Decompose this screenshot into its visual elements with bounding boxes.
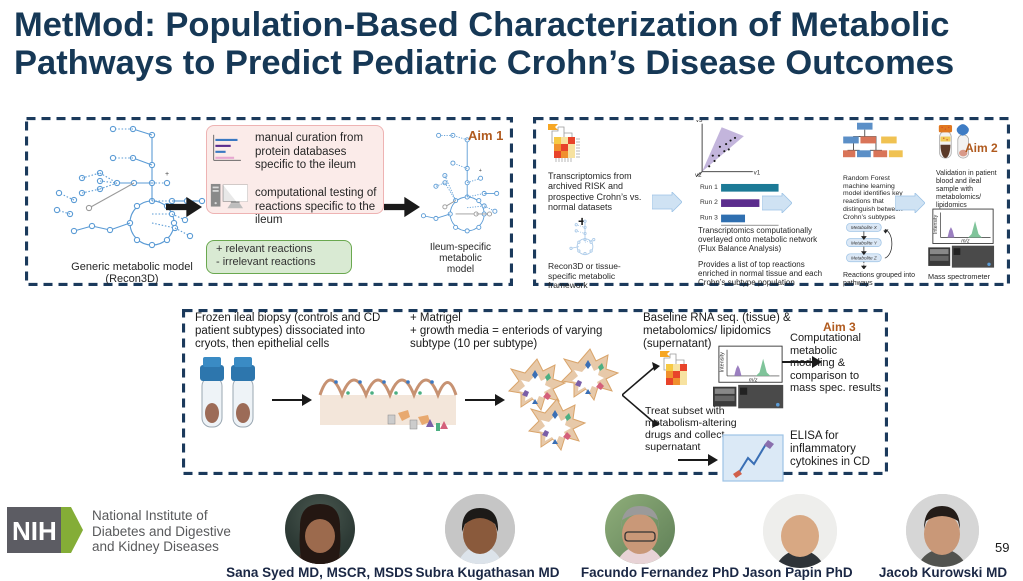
svg-text:Metabolite X: Metabolite X	[851, 225, 878, 230]
svg-text:Run 2: Run 2	[700, 199, 718, 206]
svg-text:Intensity: Intensity	[933, 214, 939, 234]
svg-text:v1: v1	[754, 169, 761, 176]
svg-text:Run 1: Run 1	[700, 184, 718, 191]
svg-text:Metabolite Y: Metabolite Y	[851, 240, 878, 245]
svg-text:Intensity: Intensity	[719, 352, 725, 372]
svg-text:NIH: NIH	[12, 516, 57, 546]
svg-text:Metabolite Z: Metabolite Z	[851, 256, 877, 261]
svg-text:+: +	[479, 168, 482, 174]
svg-text:v3: v3	[696, 120, 703, 124]
svg-text:v2: v2	[695, 172, 702, 178]
svg-text:Run 3: Run 3	[700, 214, 718, 221]
svg-text:+: +	[165, 171, 169, 178]
